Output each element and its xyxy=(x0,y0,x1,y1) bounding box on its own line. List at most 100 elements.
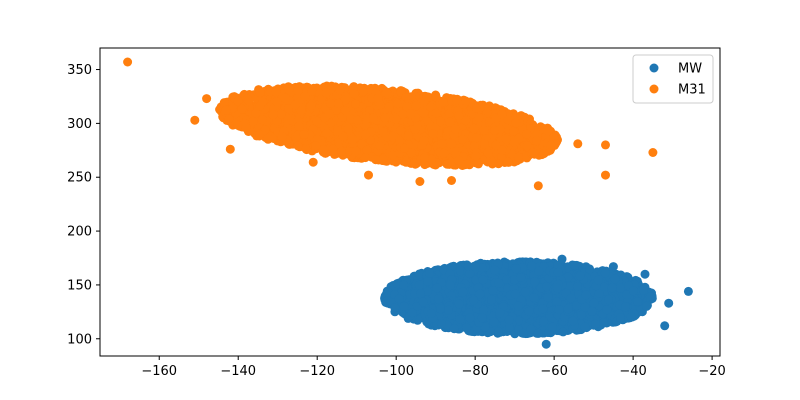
scatter-point xyxy=(604,295,613,305)
scatter-point xyxy=(552,283,562,293)
scatter-point xyxy=(580,302,590,312)
scatter-point-outlier xyxy=(640,269,650,279)
scatter-point xyxy=(511,264,521,274)
scatter-point-outlier xyxy=(683,286,693,296)
scatter-point xyxy=(461,322,471,332)
scatter-point xyxy=(519,328,528,338)
scatter-point xyxy=(219,98,229,108)
scatter-point xyxy=(554,305,564,315)
scatter-point xyxy=(530,277,540,287)
scatter-point xyxy=(615,283,625,293)
scatter-point xyxy=(593,275,603,285)
scatter-point-outlier xyxy=(660,321,670,331)
scatter-point xyxy=(436,304,445,314)
scatter-point-outlier xyxy=(608,262,618,272)
scatter-point xyxy=(454,299,464,309)
scatter-point xyxy=(520,287,530,297)
scatter-point xyxy=(589,298,599,308)
scatter-point xyxy=(479,305,489,315)
scatter-point xyxy=(418,297,428,307)
scatter-point xyxy=(416,289,425,299)
scatter-point xyxy=(542,282,552,292)
scatter-point xyxy=(445,280,455,290)
scatter-point xyxy=(494,278,504,288)
scatter-point xyxy=(572,281,582,291)
scatter-point xyxy=(423,276,433,286)
scatter-point xyxy=(312,116,322,126)
scatter-point xyxy=(553,267,563,277)
scatter-point xyxy=(465,268,475,278)
scatter-point xyxy=(538,304,548,314)
scatter-point xyxy=(577,310,586,320)
scatter-point xyxy=(599,282,609,292)
scatter-point xyxy=(449,324,459,334)
scatter-point xyxy=(434,294,444,304)
scatter-point xyxy=(543,292,553,302)
scatter-point xyxy=(399,280,409,290)
scatter-point xyxy=(633,297,642,306)
scatter-point xyxy=(602,305,612,315)
scatter-point xyxy=(529,293,539,302)
scatter-point xyxy=(455,314,465,324)
scatter-point xyxy=(432,283,442,293)
scatter-point xyxy=(575,271,585,281)
scatter-point xyxy=(394,294,404,304)
scatter-point xyxy=(600,268,610,278)
scatter-point xyxy=(599,318,608,328)
scatter-point xyxy=(645,292,655,302)
scatter-point xyxy=(436,319,446,329)
scatter-point xyxy=(563,304,573,314)
scatter-point xyxy=(423,286,432,296)
scatter-point xyxy=(343,124,353,134)
scatter-point xyxy=(585,264,595,274)
scatter-point xyxy=(444,305,453,315)
scatter-point xyxy=(510,289,520,299)
scatter-point xyxy=(563,272,573,282)
scatter-point xyxy=(470,262,480,272)
scatter-point-outlier xyxy=(664,298,674,308)
scatter-point xyxy=(490,265,500,275)
scatter-point xyxy=(504,315,514,325)
scatter-point xyxy=(527,261,537,271)
scatter-point xyxy=(534,266,544,276)
series-mw-points xyxy=(380,254,693,349)
scatter-point-outlier xyxy=(399,302,409,311)
scatter-points xyxy=(123,57,693,349)
scatter-point xyxy=(580,322,590,332)
scatter-point xyxy=(495,308,505,318)
scatter-point xyxy=(414,269,424,279)
scatter-point xyxy=(607,283,617,293)
scatter-point xyxy=(533,328,543,338)
scatter-point xyxy=(447,262,457,272)
scatter-point xyxy=(626,312,636,322)
scatter-point xyxy=(616,313,625,323)
scatter-point xyxy=(494,327,503,337)
scatter-point xyxy=(568,316,578,326)
scatter-point xyxy=(505,322,514,332)
scatter-point xyxy=(638,285,648,295)
scatter-point xyxy=(621,302,630,312)
scatter-point xyxy=(587,306,597,316)
scatter-point xyxy=(455,266,465,276)
series-m31-points xyxy=(123,57,658,191)
scatter-point xyxy=(465,313,475,323)
scatter-point xyxy=(610,274,620,284)
scatter-point xyxy=(487,295,496,305)
scatter-point xyxy=(594,288,604,298)
scatter-point-outlier xyxy=(557,254,567,264)
scatter-point xyxy=(628,286,638,296)
scatter-point xyxy=(307,86,317,96)
scatter-point xyxy=(570,260,580,270)
scatter-point xyxy=(539,316,549,326)
scatter-point xyxy=(412,302,422,311)
scatter-point xyxy=(524,306,534,316)
scatter-point xyxy=(547,322,557,332)
scatter-point xyxy=(489,317,499,327)
scatter-point xyxy=(463,261,473,271)
scatter-point xyxy=(581,290,591,300)
scatter-point xyxy=(478,275,488,285)
scatter-point-outlier xyxy=(541,339,551,349)
scatter-point xyxy=(552,297,562,307)
scatter-point xyxy=(425,268,434,278)
